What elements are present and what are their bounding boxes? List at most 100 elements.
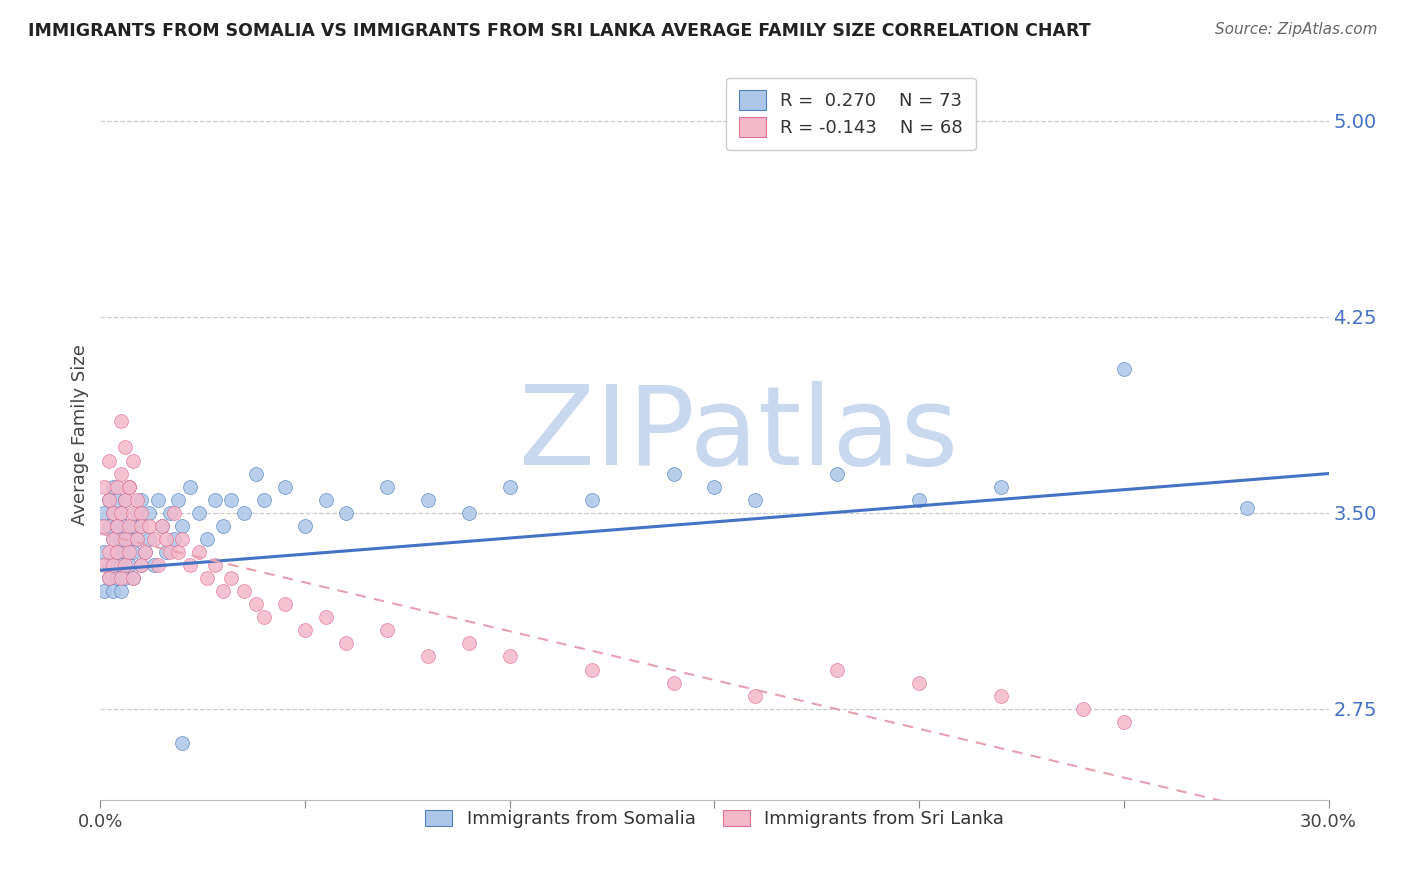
Point bbox=[744, 492, 766, 507]
Point bbox=[110, 558, 132, 572]
Point bbox=[172, 532, 194, 546]
Point bbox=[110, 414, 132, 428]
Point bbox=[155, 545, 177, 559]
Point bbox=[129, 558, 152, 572]
Point bbox=[375, 624, 398, 638]
Point bbox=[204, 558, 226, 572]
Point bbox=[93, 545, 115, 559]
Point bbox=[335, 636, 357, 650]
Point bbox=[335, 506, 357, 520]
Point bbox=[187, 545, 209, 559]
Point bbox=[127, 532, 149, 546]
Point bbox=[97, 545, 120, 559]
Point bbox=[105, 571, 128, 585]
Point bbox=[212, 518, 235, 533]
Point bbox=[908, 675, 931, 690]
Point bbox=[105, 518, 128, 533]
Point bbox=[187, 506, 209, 520]
Point bbox=[122, 571, 145, 585]
Point bbox=[118, 545, 141, 559]
Point bbox=[93, 584, 115, 599]
Point bbox=[1112, 714, 1135, 729]
Point bbox=[499, 649, 522, 664]
Point bbox=[315, 610, 337, 624]
Point bbox=[127, 532, 149, 546]
Point bbox=[118, 480, 141, 494]
Point bbox=[114, 532, 136, 546]
Point bbox=[101, 558, 124, 572]
Point bbox=[105, 480, 128, 494]
Text: ZIPatlas: ZIPatlas bbox=[519, 381, 959, 488]
Point bbox=[114, 518, 136, 533]
Point bbox=[93, 506, 115, 520]
Point bbox=[122, 545, 145, 559]
Point bbox=[167, 545, 190, 559]
Point bbox=[744, 689, 766, 703]
Point bbox=[179, 480, 201, 494]
Point bbox=[134, 545, 156, 559]
Point bbox=[416, 649, 439, 664]
Point bbox=[195, 532, 218, 546]
Point bbox=[232, 506, 254, 520]
Point bbox=[134, 545, 156, 559]
Point bbox=[375, 480, 398, 494]
Point bbox=[110, 506, 132, 520]
Point bbox=[294, 518, 316, 533]
Point bbox=[127, 492, 149, 507]
Point bbox=[105, 545, 128, 559]
Point bbox=[195, 571, 218, 585]
Point bbox=[1071, 702, 1094, 716]
Point bbox=[827, 663, 849, 677]
Point bbox=[163, 506, 186, 520]
Legend: Immigrants from Somalia, Immigrants from Sri Lanka: Immigrants from Somalia, Immigrants from… bbox=[418, 803, 1011, 835]
Point bbox=[93, 558, 115, 572]
Point bbox=[457, 636, 479, 650]
Point bbox=[122, 571, 145, 585]
Point bbox=[129, 518, 152, 533]
Point bbox=[122, 453, 145, 467]
Point bbox=[122, 518, 145, 533]
Point bbox=[221, 492, 243, 507]
Text: Source: ZipAtlas.com: Source: ZipAtlas.com bbox=[1215, 22, 1378, 37]
Point bbox=[990, 689, 1012, 703]
Point bbox=[315, 492, 337, 507]
Point bbox=[146, 558, 169, 572]
Point bbox=[97, 492, 120, 507]
Point bbox=[138, 532, 160, 546]
Point bbox=[118, 558, 141, 572]
Point bbox=[150, 518, 173, 533]
Text: IMMIGRANTS FROM SOMALIA VS IMMIGRANTS FROM SRI LANKA AVERAGE FAMILY SIZE CORRELA: IMMIGRANTS FROM SOMALIA VS IMMIGRANTS FR… bbox=[28, 22, 1091, 40]
Point bbox=[93, 518, 115, 533]
Point bbox=[167, 492, 190, 507]
Point bbox=[179, 558, 201, 572]
Point bbox=[159, 506, 181, 520]
Point bbox=[172, 518, 194, 533]
Point bbox=[232, 584, 254, 599]
Point bbox=[101, 532, 124, 546]
Point bbox=[105, 518, 128, 533]
Point bbox=[114, 492, 136, 507]
Point bbox=[163, 532, 186, 546]
Point bbox=[114, 492, 136, 507]
Point bbox=[127, 506, 149, 520]
Point bbox=[1112, 362, 1135, 376]
Point bbox=[118, 480, 141, 494]
Point bbox=[114, 571, 136, 585]
Point bbox=[110, 467, 132, 481]
Point bbox=[142, 532, 165, 546]
Point bbox=[93, 480, 115, 494]
Point bbox=[101, 506, 124, 520]
Point bbox=[129, 518, 152, 533]
Point bbox=[142, 558, 165, 572]
Point bbox=[172, 736, 194, 750]
Point bbox=[457, 506, 479, 520]
Point bbox=[114, 545, 136, 559]
Point bbox=[581, 663, 603, 677]
Point bbox=[273, 597, 295, 611]
Point bbox=[114, 441, 136, 455]
Point bbox=[105, 545, 128, 559]
Point bbox=[294, 624, 316, 638]
Point bbox=[101, 584, 124, 599]
Point bbox=[204, 492, 226, 507]
Point bbox=[129, 492, 152, 507]
